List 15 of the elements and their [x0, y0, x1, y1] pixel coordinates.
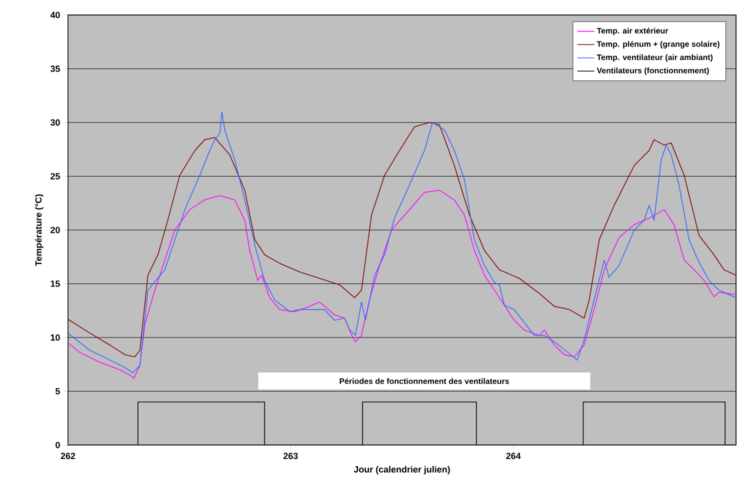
y-tick-label: 10 — [50, 334, 60, 341]
line-series — [68, 190, 736, 379]
y-tick-label: 20 — [50, 226, 60, 234]
x-tick-label: 263 — [284, 452, 298, 460]
y-tick-label: 25 — [50, 173, 60, 180]
y-tick-label: 40 — [50, 12, 60, 18]
y-tick-label: 30 — [50, 119, 60, 126]
y-tick-label: 5 — [56, 388, 60, 394]
x-tick-label: 264 — [506, 452, 521, 460]
y-tick-label: 15 — [50, 280, 60, 287]
x-axis-title: Jour (calendrier julien) — [354, 466, 450, 474]
y-tick-label: 0 — [56, 442, 60, 448]
y-tick-label: 35 — [50, 66, 60, 72]
y-axis-title: Température (°C) — [34, 194, 44, 266]
x-tick-label: 262 — [60, 452, 76, 460]
